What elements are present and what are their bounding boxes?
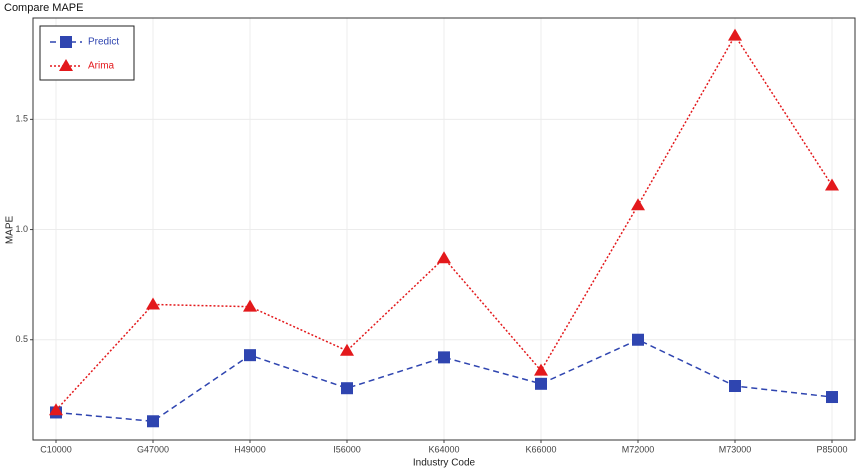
x-tick-label: P85000 — [816, 444, 847, 454]
x-tick-label: M73000 — [719, 444, 752, 454]
x-tick-label: K64000 — [428, 444, 459, 454]
y-tick-label: 1.0 — [15, 224, 28, 234]
data-point — [535, 377, 547, 390]
x-tick-label: C10000 — [40, 444, 72, 454]
x-tick-label: M72000 — [622, 444, 655, 454]
y-tick-label: 1.5 — [15, 114, 28, 124]
legend-marker — [59, 59, 73, 71]
data-point — [825, 178, 839, 191]
data-point — [826, 391, 838, 404]
x-tick-label: H49000 — [234, 444, 266, 454]
x-tick-label: K66000 — [525, 444, 556, 454]
data-point — [438, 351, 450, 364]
data-point — [147, 415, 159, 428]
data-point — [632, 333, 644, 346]
x-tick-label: G47000 — [137, 444, 169, 454]
data-point — [729, 380, 741, 393]
y-tick-label: 0.5 — [15, 334, 28, 344]
data-point — [728, 28, 742, 41]
data-point — [49, 403, 63, 416]
data-point — [631, 198, 645, 211]
legend-label: Predict — [88, 37, 119, 48]
x-axis-label: Industry Code — [413, 458, 476, 469]
chart-title: Compare MAPE — [4, 2, 83, 14]
data-point — [340, 343, 354, 356]
data-point — [244, 349, 256, 362]
data-point — [146, 297, 160, 310]
data-point — [341, 382, 353, 395]
legend: Predict Arima — [39, 25, 135, 81]
legend-marker — [60, 36, 72, 48]
legend-label: Arima — [88, 61, 115, 72]
x-tick-label: I56000 — [333, 444, 361, 454]
legend-box — [39, 25, 135, 81]
data-point — [534, 363, 548, 376]
data-point — [243, 299, 257, 312]
y-axis-label: MAPE — [5, 216, 16, 245]
data-point — [437, 251, 451, 264]
